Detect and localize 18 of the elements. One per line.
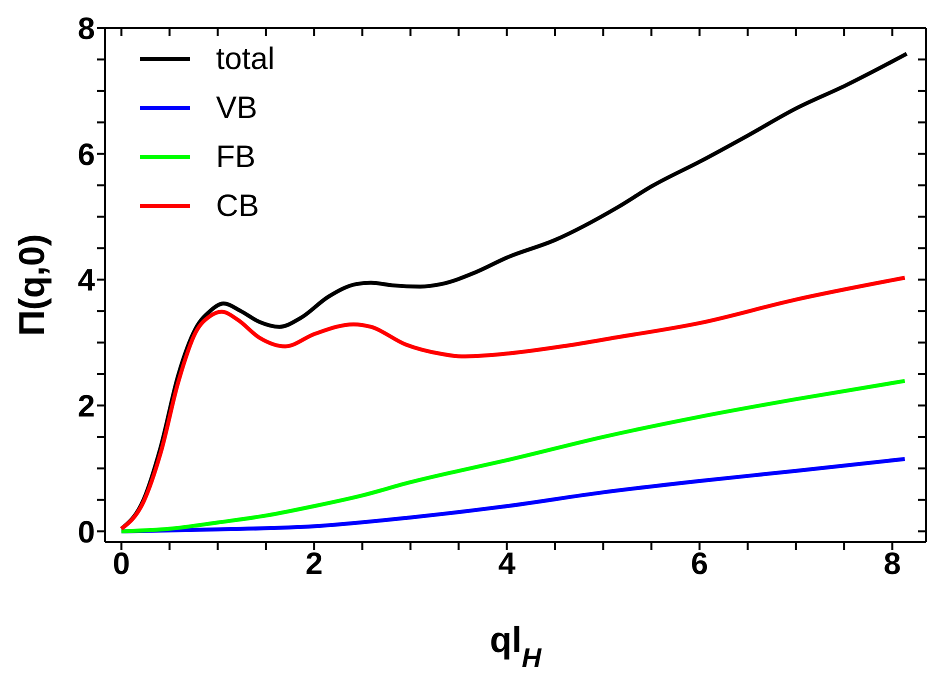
legend-label: total <box>216 40 275 76</box>
y-axis-title: Π(q,0) <box>11 234 52 336</box>
y-tick-label: 2 <box>78 388 95 424</box>
y-tick-label: 0 <box>78 514 95 550</box>
legend-label: CB <box>216 188 260 224</box>
legend-label: FB <box>216 138 256 174</box>
y-tick-label: 8 <box>78 11 95 46</box>
x-tick-label: 8 <box>884 546 901 582</box>
legend-label: VB <box>216 90 258 126</box>
x-tick-label: 2 <box>305 546 323 582</box>
x-tick-label: 4 <box>498 546 516 582</box>
line-series <box>119 276 907 531</box>
x-tick-label: 0 <box>112 546 130 582</box>
x-axis-title: ql$_{H}$ <box>490 619 542 673</box>
x-tick-label: 6 <box>690 546 708 582</box>
line-series <box>119 378 907 534</box>
y-tick-label: 4 <box>78 262 96 298</box>
y-tick-label: 6 <box>78 136 95 172</box>
